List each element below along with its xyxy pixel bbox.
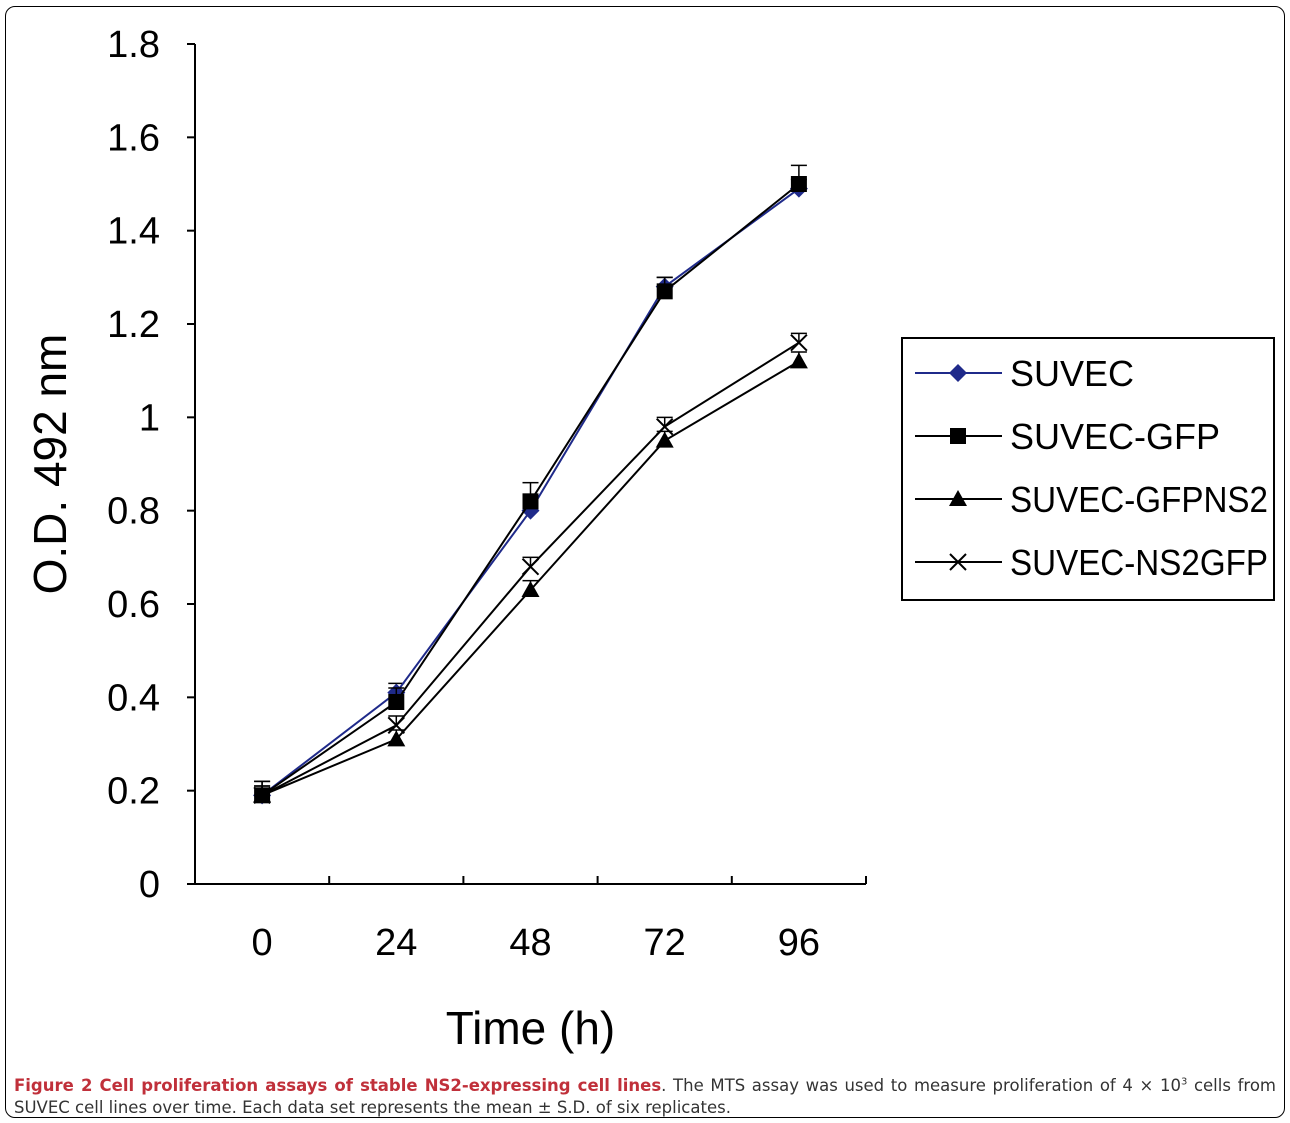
caption-label: Figure 2 Cell proliferation assays of st…: [14, 1076, 662, 1095]
legend-entry-label: SUVEC-NS2GFP: [1010, 542, 1268, 583]
legend-entry-label: SUVEC-GFP: [1010, 416, 1220, 457]
x-tick-label: 96: [778, 922, 820, 964]
legend-swatch-marker: [949, 553, 967, 571]
y-tick-label: 0.4: [107, 677, 160, 719]
y-axis-label: O.D. 492 nm: [24, 334, 76, 595]
chart-axes: 0 0.2 0.4 0.6 0.8 1 1.2 1.4 1.6 1.8 0 24 48 72 96 Time …: [24, 24, 867, 1054]
data-point: [656, 283, 673, 300]
data-point: [521, 557, 540, 576]
legend-entry-label: SUVEC: [1010, 353, 1134, 394]
legend-entry-label: SUVEC-GFPNS2: [1010, 479, 1268, 520]
data-point: [790, 333, 808, 352]
figure-caption: Figure 2 Cell proliferation assays of st…: [14, 1075, 1276, 1119]
x-tick-label: 0: [252, 922, 273, 964]
x-axis-label: Time (h): [446, 1002, 616, 1054]
data-point: [790, 176, 807, 192]
data-point: [522, 493, 539, 510]
data-point: [655, 417, 674, 436]
legend-swatch-marker: [949, 364, 967, 382]
legend-swatch-marker: [950, 428, 966, 444]
y-tick-label: 1.2: [107, 304, 160, 346]
y-tick-label: 0.8: [107, 491, 160, 533]
series-suvec-gfp: [254, 164, 807, 804]
data-point: [521, 581, 540, 597]
data-point: [387, 730, 406, 747]
chart-plot: 0 0.2 0.4 0.6 0.8 1 1.2 1.4 1.6 1.8 0 24 48 72 96 Time …: [24, 24, 1275, 1054]
y-tick-label: 0.6: [107, 584, 160, 626]
y-tick-label: 1: [139, 397, 160, 439]
x-tick-label: 48: [509, 922, 551, 964]
series-suvec-ns2gfp: [253, 332, 808, 805]
data-point: [789, 352, 808, 369]
caption-text-after: cells from SUVEC cell lines over time. E…: [14, 1076, 1276, 1117]
series-suvec-gfpns2: [253, 351, 808, 803]
y-tick-label: 0: [139, 864, 160, 906]
data-point: [388, 694, 405, 710]
series-line: [261, 360, 800, 797]
chart-legend: SUVEC SUVEC-GFP SUVEC-GFPNS2 SUVEC-NS2GFP: [901, 337, 1275, 601]
x-tick-label: 24: [375, 922, 417, 964]
x-tick-label: 72: [644, 922, 686, 964]
caption-superscript: 3: [1180, 1076, 1188, 1088]
y-tick-label: 1.6: [107, 117, 160, 159]
series-layer: [253, 164, 808, 805]
caption-text-before: . The MTS assay was used to measure prol…: [661, 1076, 1181, 1095]
y-tick-label: 0.2: [107, 771, 160, 813]
figure-frame: [5, 6, 1285, 1118]
series-line: [261, 341, 800, 797]
legend-swatch-marker: [949, 490, 967, 506]
y-tick-label: 1.4: [107, 211, 160, 253]
data-point: [387, 716, 406, 735]
y-tick-label: 1.8: [107, 24, 160, 66]
data-point: [253, 786, 271, 805]
data-point: [655, 431, 674, 448]
